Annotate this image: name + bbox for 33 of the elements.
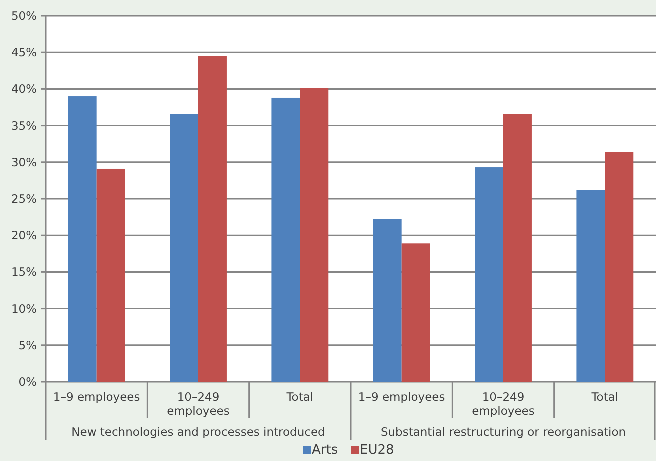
y-tick-label: 35% [11, 118, 38, 133]
y-tick-label: 20% [11, 228, 38, 243]
x-tick-label: 1–9 employees [358, 390, 446, 404]
bar [475, 168, 504, 382]
y-tick-label: 30% [11, 155, 38, 170]
bar [96, 168, 126, 382]
bar [402, 244, 430, 382]
bar [272, 98, 300, 382]
text: New technologies and processes introduced [72, 425, 326, 439]
bar [373, 219, 402, 382]
y-tick-label: 5% [18, 338, 38, 352]
y-tick-label: 45% [11, 46, 38, 60]
y-tick-label: 15% [11, 265, 38, 280]
bar [504, 114, 532, 382]
y-tick-label: 40% [11, 82, 38, 96]
bar [198, 56, 227, 382]
y-tick-label: 0% [18, 375, 38, 389]
bar [300, 88, 329, 382]
y-tick-label: 50% [11, 9, 38, 23]
bar [576, 190, 606, 382]
legend-label: Arts [312, 443, 338, 458]
text: Substantial restructuring or reorganisation [380, 425, 626, 439]
y-tick-label: 25% [11, 192, 38, 206]
x-tick-label: Total [590, 390, 619, 404]
x-tick-label: 1–9 employees [53, 390, 140, 404]
x-tick-label: Total [286, 390, 314, 404]
x-tick-label: 10–249 employees [167, 390, 230, 418]
legend-label: EU28 [360, 443, 394, 458]
bar [605, 152, 634, 382]
bar [170, 114, 198, 382]
x-tick-label: 10–249 employees [472, 390, 535, 418]
bar [68, 96, 97, 382]
y-tick-label: 10% [11, 302, 38, 316]
